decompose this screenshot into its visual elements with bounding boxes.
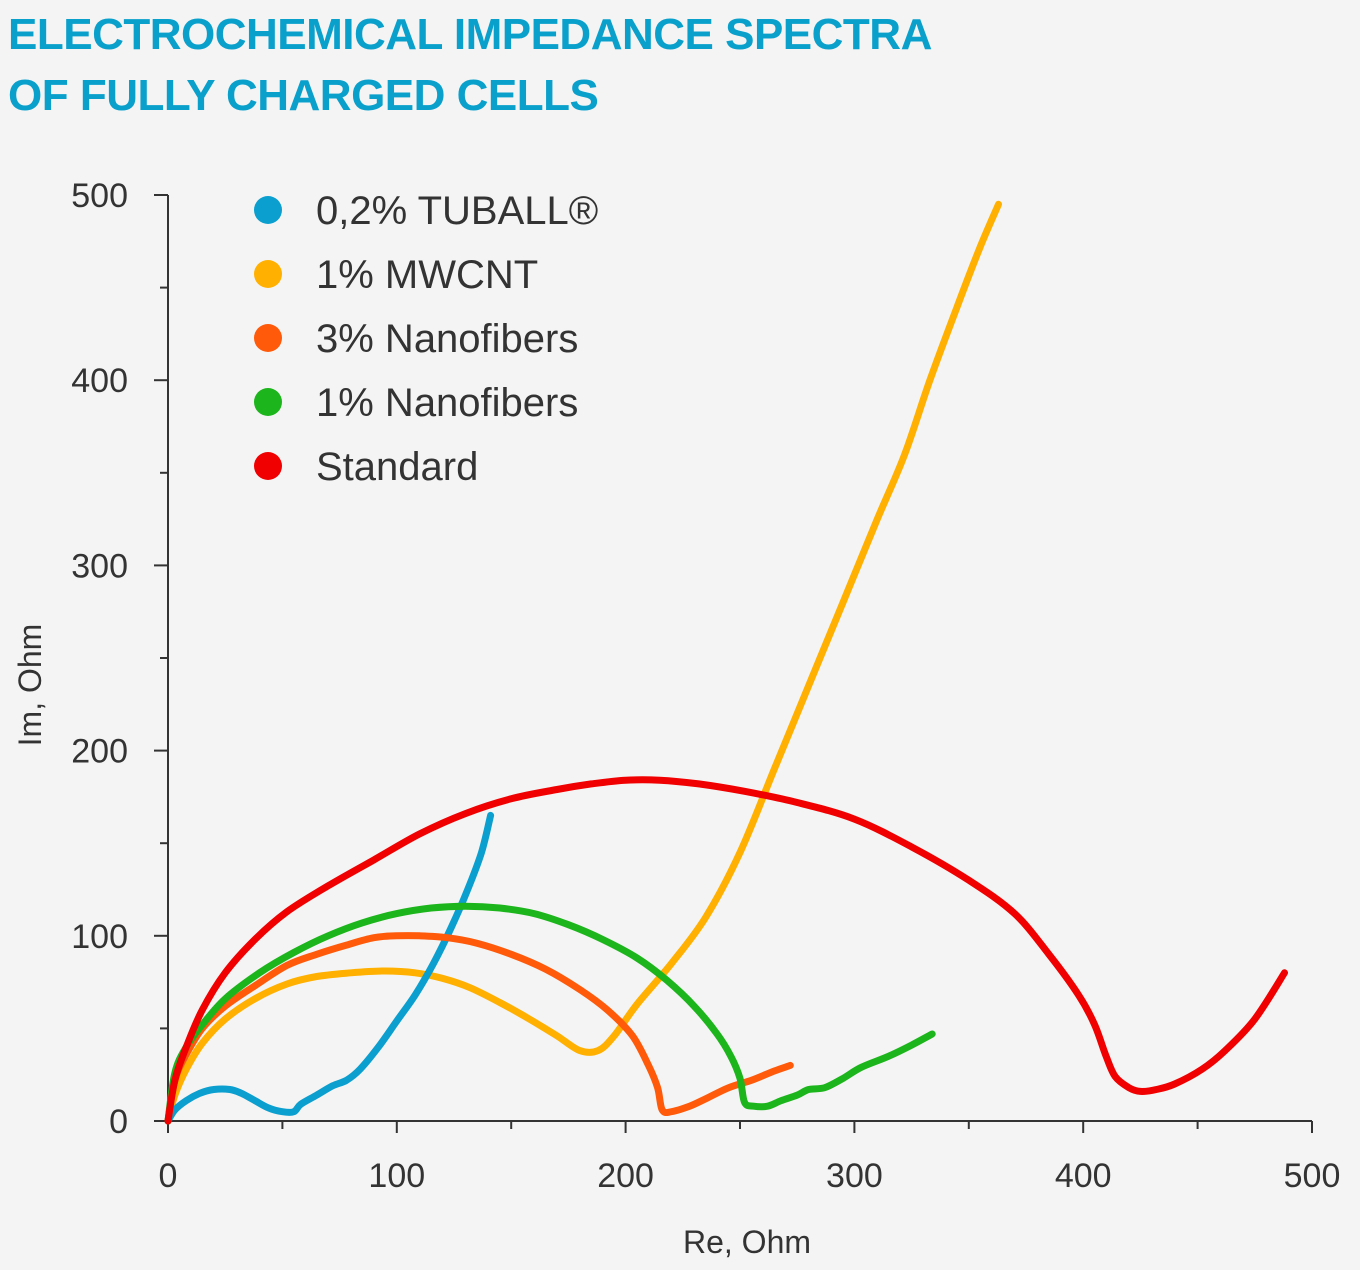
legend-label-5: Standard [316,445,478,489]
y-tick-label: 500 [71,177,128,215]
legend-marker-4 [254,388,282,416]
chart-title-line-2: OF FULLY CHARGED CELLS [8,71,599,120]
x-tick-label: 500 [1284,1157,1341,1195]
chart-title: ELECTROCHEMICAL IMPEDANCE SPECTRA OF FUL… [8,4,932,126]
series-line-1 [164,811,495,1125]
series-line-5 [164,776,1288,1125]
y-tick-label: 400 [71,362,128,400]
legend-label-1: 0,2% TUBALL® [316,189,598,233]
y-tick-label: 200 [71,733,128,771]
legend-marker-3 [254,324,282,352]
legend: 0,2% TUBALL® 1% MWCNT 3% Nanofibers 1% Nano… [254,189,598,489]
x-axis-label: Re, Ohm [683,1224,811,1260]
series-line-2 [164,200,1002,1125]
y-axis-label: Im, Ohm [12,624,48,747]
legend-marker-5 [254,452,282,480]
x-tick-label: 100 [368,1157,425,1195]
y-tick-label: 100 [71,918,128,956]
chart-title-line-1: ELECTROCHEMICAL IMPEDANCE SPECTRA [8,10,932,59]
series-line-4 [164,902,936,1125]
legend-label-3: 3% Nanofibers [316,317,578,361]
legend-marker-2 [254,260,282,288]
axes: 0 100 200 300 400 500 0 100 200 300 400 500 [71,177,1340,1195]
legend-label-4: 1% Nanofibers [316,381,578,425]
y-tick-label: 0 [109,1103,128,1141]
x-tick-label: 400 [1055,1157,1112,1195]
x-tick-label: 0 [159,1157,178,1195]
x-tick-label: 200 [597,1157,654,1195]
legend-marker-1 [254,196,282,224]
y-tick-label: 300 [71,547,128,585]
x-tick-label: 300 [826,1157,883,1195]
legend-label-2: 1% MWCNT [316,253,538,297]
series-layer [164,200,1288,1125]
series-line-3 [164,932,794,1125]
